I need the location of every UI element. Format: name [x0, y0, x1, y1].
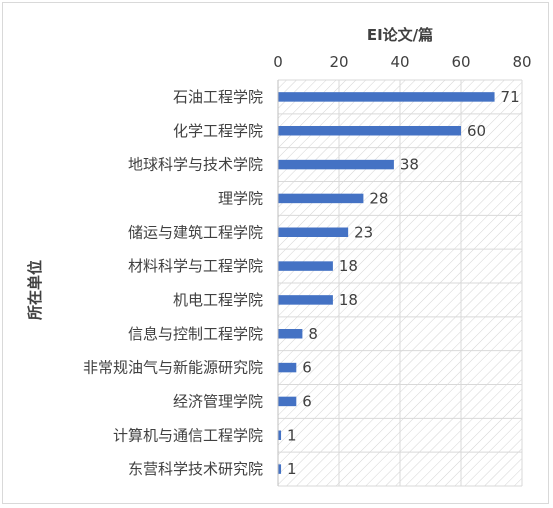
category-label: 石油工程学院: [173, 88, 263, 106]
category-label: 材料科学与工程学院: [128, 257, 263, 275]
value-label: 18: [339, 257, 358, 275]
category-label: 计算机与通信工程学院: [113, 426, 263, 444]
value-label: 6: [302, 359, 312, 377]
category-label: 储运与建筑工程学院: [128, 223, 263, 241]
x-tick-label: 0: [273, 53, 283, 71]
bar: [278, 396, 297, 407]
value-label: 18: [339, 291, 358, 309]
value-label: 1: [287, 460, 297, 478]
value-label: 23: [354, 223, 373, 241]
bar: [278, 362, 297, 373]
value-label: 71: [501, 88, 520, 106]
category-label: 地球科学与技术学院: [128, 156, 263, 174]
bar: [278, 159, 394, 170]
value-label: 60: [467, 122, 486, 140]
bar: [278, 227, 349, 237]
bar: [278, 295, 333, 305]
category-label: 东营科学技术研究院: [128, 460, 263, 478]
bar: [278, 464, 282, 474]
value-label: 38: [400, 156, 419, 174]
x-tick-label: 60: [451, 53, 470, 71]
category-label: 化学工程学院: [173, 122, 263, 140]
value-label: 28: [369, 189, 388, 207]
category-label: 信息与控制工程学院: [128, 325, 263, 343]
y-axis-label: 所在单位: [26, 260, 44, 320]
value-label: 6: [302, 392, 312, 410]
bar: [278, 329, 303, 339]
category-label: 经济管理学院: [173, 392, 263, 410]
x-tick-label: 80: [512, 53, 531, 71]
axis-title: EI论文/篇: [367, 26, 433, 44]
category-label: 非常规油气与新能源研究院: [83, 359, 263, 377]
x-tick-label: 40: [390, 53, 409, 71]
plot-area: 0 20 40 60 80 石油工程学院 71 化学工程学院 60 地球科学与技术学院 38 理学院 2…: [83, 53, 532, 487]
x-tick-label: 20: [329, 53, 348, 71]
category-label: 理学院: [218, 189, 263, 207]
bar: [278, 261, 333, 271]
value-label: 1: [287, 426, 297, 444]
bar: [278, 92, 495, 102]
category-label: 机电工程学院: [173, 291, 263, 309]
value-label: 8: [308, 325, 318, 343]
bar: [278, 430, 282, 440]
bar: [278, 193, 364, 204]
bar: [278, 126, 461, 136]
